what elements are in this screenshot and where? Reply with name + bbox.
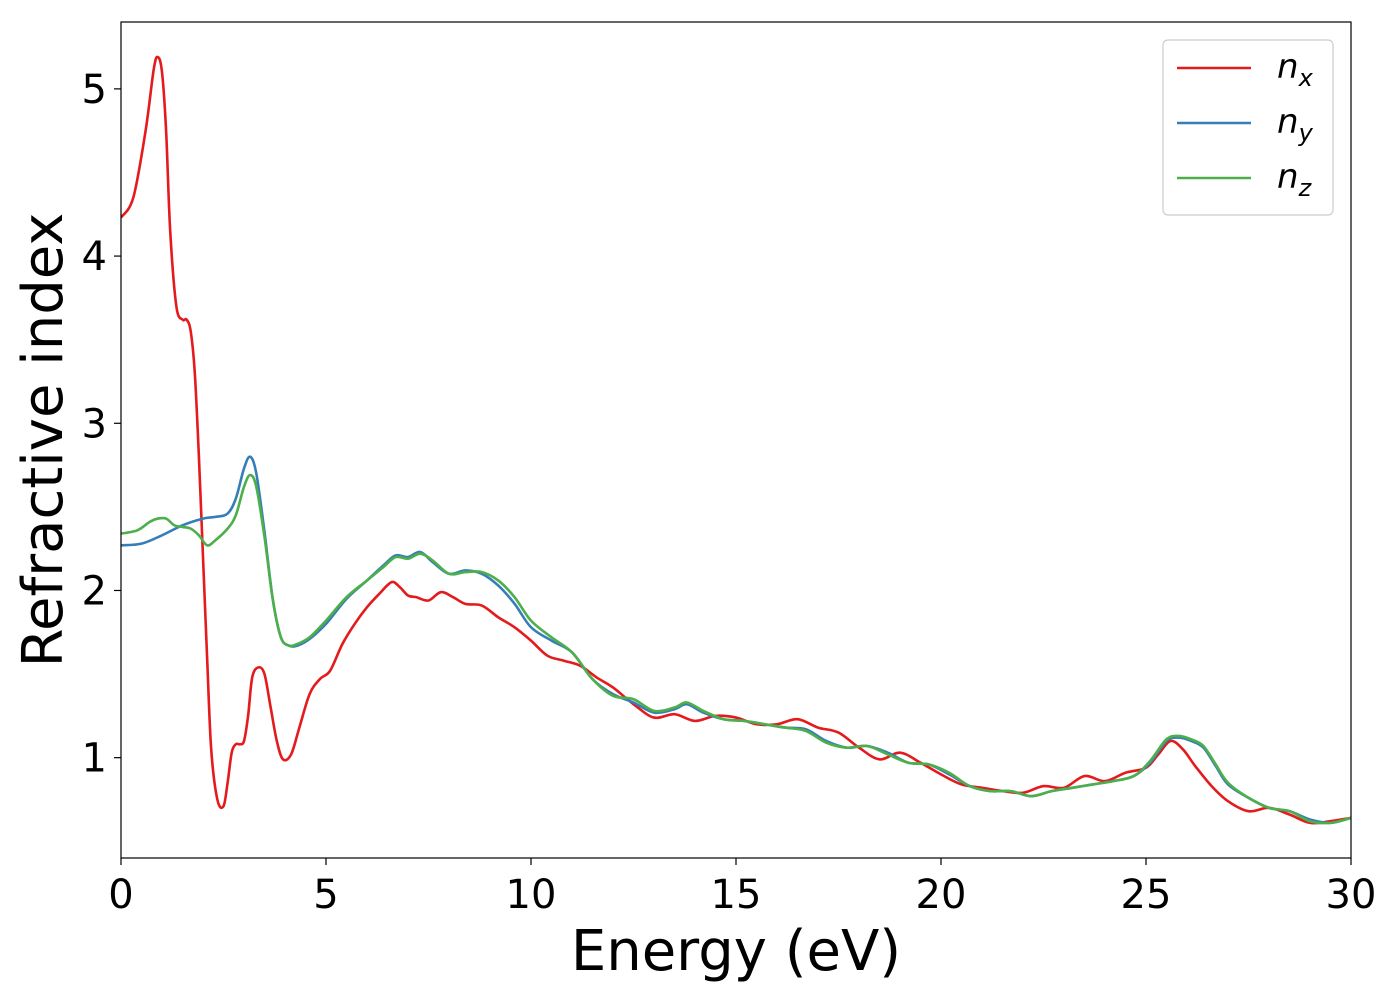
x-tick-label: 25 — [1121, 872, 1172, 918]
x-tick-label: 15 — [711, 872, 762, 918]
legend-label-ny: ny — [1277, 102, 1314, 147]
y-tick-label: 5 — [82, 67, 107, 113]
legend-label-subscript: y — [1298, 119, 1314, 147]
x-axis-ticks: 0 5 10 15 20 25 30 — [108, 858, 1376, 918]
x-tick-label: 0 — [108, 872, 133, 918]
legend-label-main: n — [1277, 102, 1299, 142]
y-tick-label: 2 — [82, 568, 107, 614]
series-layer — [121, 55, 1351, 825]
legend-label-main: n — [1277, 157, 1299, 197]
y-tick-label: 3 — [82, 401, 107, 447]
y-axis-ticks: 1 2 3 4 5 — [82, 67, 121, 782]
x-tick-label: 10 — [506, 872, 557, 918]
y-axis-title: Refractive index — [11, 213, 76, 668]
x-tick-label: 5 — [313, 872, 338, 918]
x-tick-label: 20 — [916, 872, 967, 918]
x-tick-label: 30 — [1326, 872, 1377, 918]
x-axis-title: Energy (eV) — [571, 919, 901, 984]
legend-label-subscript: x — [1298, 64, 1314, 92]
legend-label-nx: nx — [1277, 47, 1314, 92]
y-tick-label: 1 — [82, 736, 107, 782]
legend-label-subscript: z — [1298, 174, 1313, 202]
series-line-nz — [121, 473, 1351, 825]
y-tick-label: 4 — [82, 234, 107, 280]
legend-label-nz: nz — [1277, 157, 1313, 202]
legend-box — [1162, 39, 1334, 216]
legend-label-main: n — [1277, 47, 1299, 87]
